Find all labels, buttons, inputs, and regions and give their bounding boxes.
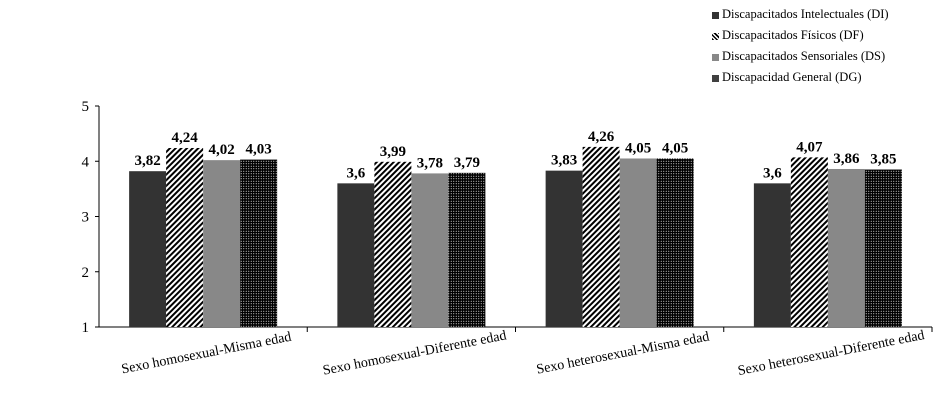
data-label-df: 3,99 [380, 144, 406, 160]
legend-label-df: Discapacitados Físicos (DF) [722, 28, 864, 42]
bar-ds [619, 158, 657, 327]
x-category-label: Sexo homosexual-Diferente edad [322, 328, 508, 378]
bar-ds [203, 160, 241, 327]
bar-dg [656, 158, 694, 327]
bar-df [790, 157, 828, 327]
legend-swatch-dg [712, 75, 719, 82]
data-label-ds: 4,02 [209, 142, 235, 158]
bar-di [753, 183, 791, 327]
data-label-di: 3,83 [551, 153, 577, 169]
bars-group [129, 146, 902, 327]
x-category-label: Sexo heterosexual-Misma edad [535, 329, 710, 377]
bar-df [582, 146, 620, 327]
bar-dg [448, 172, 486, 327]
x-category-label: Sexo homosexual-Misma edad [120, 330, 292, 378]
labels-group: 3,82 4,24 4,02 4,03 3,6 3,99 3,78 3,79 3,83 4,26 4… [135, 129, 897, 181]
y-tick-label: 5 [82, 99, 90, 115]
data-label-dg: 3,85 [870, 152, 896, 168]
legend: Discapacitados Intelectuales (DI) Discap… [712, 4, 889, 88]
legend-item-df: Discapacitados Físicos (DF) [712, 25, 889, 46]
data-label-ds: 4,05 [625, 140, 651, 156]
legend-label-di: Discapacitados Intelectuales (DI) [722, 7, 889, 21]
data-label-di: 3,6 [763, 165, 782, 181]
data-label-di: 3,6 [347, 165, 366, 181]
data-label-df: 4,07 [796, 139, 823, 155]
data-label-dg: 3,79 [454, 155, 480, 171]
legend-item-ds: Discapacitados Sensoriales (DS) [712, 46, 889, 67]
legend-swatch-df [712, 33, 719, 40]
bar-ds [827, 168, 865, 327]
bar-df [166, 147, 204, 327]
y-tick-label: 4 [82, 154, 90, 170]
legend-swatch-di [712, 12, 719, 19]
data-label-df: 4,24 [172, 130, 199, 146]
bar-di [545, 170, 583, 327]
data-label-di: 3,82 [135, 153, 161, 169]
data-label-ds: 3,78 [417, 155, 443, 171]
y-tick-label: 2 [82, 265, 90, 281]
y-tick-label: 3 [82, 210, 90, 226]
data-label-dg: 4,03 [246, 142, 272, 158]
bar-dg [864, 169, 902, 327]
legend-label-ds: Discapacitados Sensoriales (DS) [722, 49, 886, 63]
legend-item-di: Discapacitados Intelectuales (DI) [712, 4, 889, 25]
legend-swatch-ds [712, 54, 719, 61]
bar-df [374, 161, 412, 327]
bar-di [129, 171, 167, 327]
legend-label-dg: Discapacidad General (DG) [722, 70, 862, 84]
data-label-ds: 3,86 [833, 151, 860, 167]
legend-item-dg: Discapacidad General (DG) [712, 67, 889, 88]
x-category-label: Sexo heterosexual-Diferente edad [737, 328, 926, 379]
data-label-dg: 4,05 [662, 140, 688, 156]
bar-ds [411, 173, 449, 327]
data-label-df: 4,26 [588, 129, 615, 145]
y-tick-label: 1 [82, 320, 90, 336]
bar-dg [240, 159, 278, 327]
bar-di [337, 183, 375, 327]
